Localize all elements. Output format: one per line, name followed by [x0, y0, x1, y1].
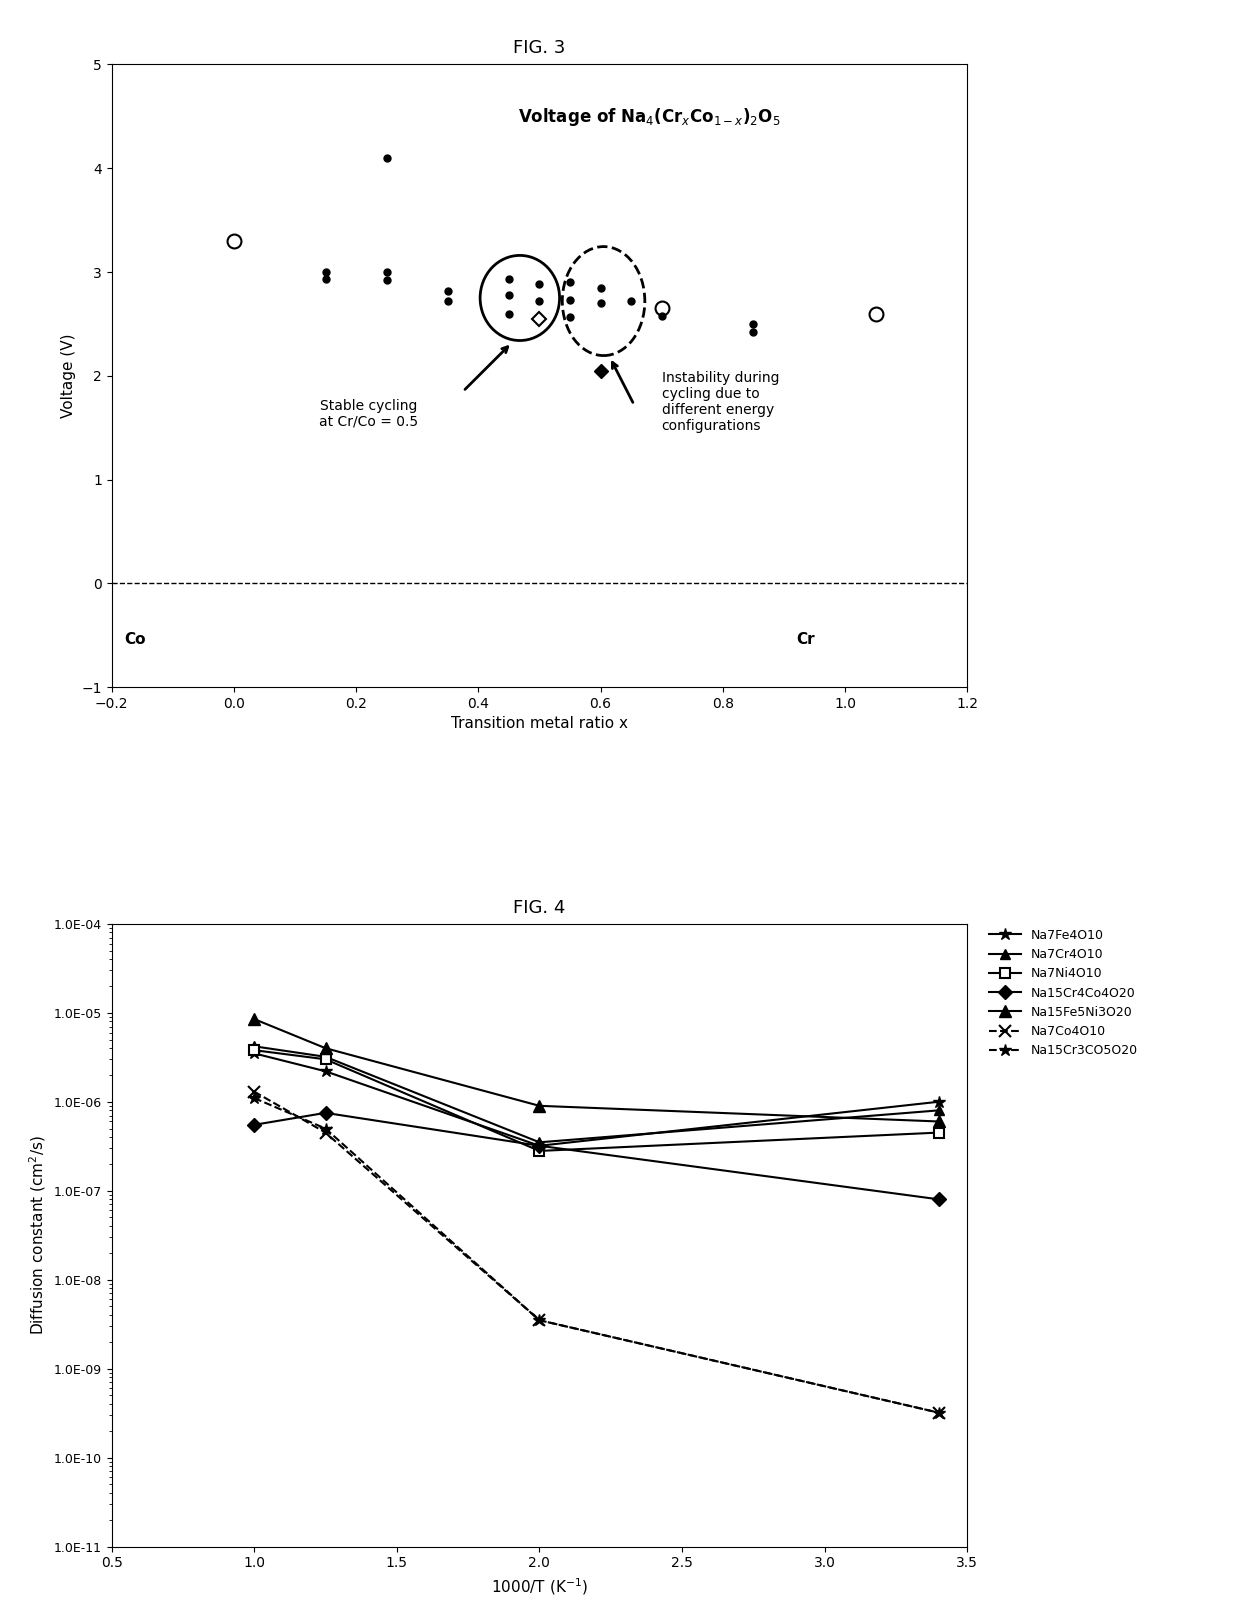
- Text: Stable cycling
at Cr/Co = 0.5: Stable cycling at Cr/Co = 0.5: [319, 398, 418, 429]
- Na7Cr4O10: [931, 1100, 946, 1120]
- Line: Na7Cr4O10: Na7Cr4O10: [249, 1041, 944, 1147]
- Line: Na7Co4O10: Na7Co4O10: [248, 1086, 945, 1419]
- Na15Fe5Ni3O20: [247, 1010, 262, 1029]
- Na7Co4O10: [317, 1123, 332, 1142]
- Na15Fe5Ni3O20: [931, 1112, 946, 1131]
- Na7Ni4O10: [931, 1123, 946, 1142]
- Na15Fe5Ni3O20: [317, 1039, 332, 1058]
- Na7Fe4O10: [317, 1062, 332, 1081]
- Na15Cr4Co4O20: [931, 1189, 946, 1208]
- Line: Na15Cr4Co4O20: Na15Cr4Co4O20: [249, 1108, 944, 1203]
- Na7Fe4O10: [532, 1136, 547, 1155]
- Y-axis label: Voltage (V): Voltage (V): [61, 333, 76, 419]
- Na7Fe4O10: [931, 1092, 946, 1112]
- Legend: Na7Fe4O10, Na7Cr4O10, Na7Ni4O10, Na15Cr4Co4O20, Na15Fe5Ni3O20, Na7Co4O10, Na15Cr: Na7Fe4O10, Na7Cr4O10, Na7Ni4O10, Na15Cr4…: [985, 923, 1143, 1062]
- Na7Ni4O10: [317, 1050, 332, 1070]
- Y-axis label: Diffusion constant (cm$^2$/s): Diffusion constant (cm$^2$/s): [27, 1136, 48, 1336]
- Na15Cr4Co4O20: [532, 1136, 547, 1155]
- Na7Cr4O10: [317, 1047, 332, 1066]
- Na7Ni4O10: [247, 1041, 262, 1060]
- Title: FIG. 4: FIG. 4: [513, 899, 565, 917]
- Na15Cr3CO5O20: [931, 1403, 946, 1423]
- Na7Co4O10: [931, 1403, 946, 1423]
- Line: Na15Fe5Ni3O20: Na15Fe5Ni3O20: [248, 1013, 945, 1128]
- Na7Co4O10: [532, 1311, 547, 1331]
- Title: FIG. 3: FIG. 3: [513, 39, 565, 58]
- Text: Instability during
cycling due to
different energy
configurations: Instability during cycling due to differ…: [662, 371, 779, 433]
- Line: Na15Cr3CO5O20: Na15Cr3CO5O20: [248, 1092, 945, 1419]
- Na15Cr3CO5O20: [532, 1311, 547, 1331]
- Na7Cr4O10: [247, 1036, 262, 1055]
- Na15Cr3CO5O20: [247, 1089, 262, 1108]
- Text: Cr: Cr: [796, 632, 815, 646]
- X-axis label: 1000/T (K$^{-1}$): 1000/T (K$^{-1}$): [491, 1576, 588, 1597]
- Text: Voltage of Na$_4$(Cr$_x$Co$_{1-x}$)$_2$O$_5$: Voltage of Na$_4$(Cr$_x$Co$_{1-x}$)$_2$O…: [518, 106, 781, 127]
- Na15Cr4Co4O20: [317, 1104, 332, 1123]
- Na7Fe4O10: [247, 1044, 262, 1063]
- Na15Fe5Ni3O20: [532, 1095, 547, 1115]
- X-axis label: Transition metal ratio x: Transition metal ratio x: [451, 717, 627, 731]
- Na15Cr4Co4O20: [247, 1115, 262, 1134]
- Na7Cr4O10: [532, 1133, 547, 1152]
- Na15Cr3CO5O20: [317, 1120, 332, 1139]
- Na7Ni4O10: [532, 1141, 547, 1160]
- Text: Co: Co: [124, 632, 145, 646]
- Line: Na7Fe4O10: Na7Fe4O10: [248, 1047, 945, 1152]
- Line: Na7Ni4O10: Na7Ni4O10: [249, 1046, 944, 1155]
- Na7Co4O10: [247, 1083, 262, 1102]
